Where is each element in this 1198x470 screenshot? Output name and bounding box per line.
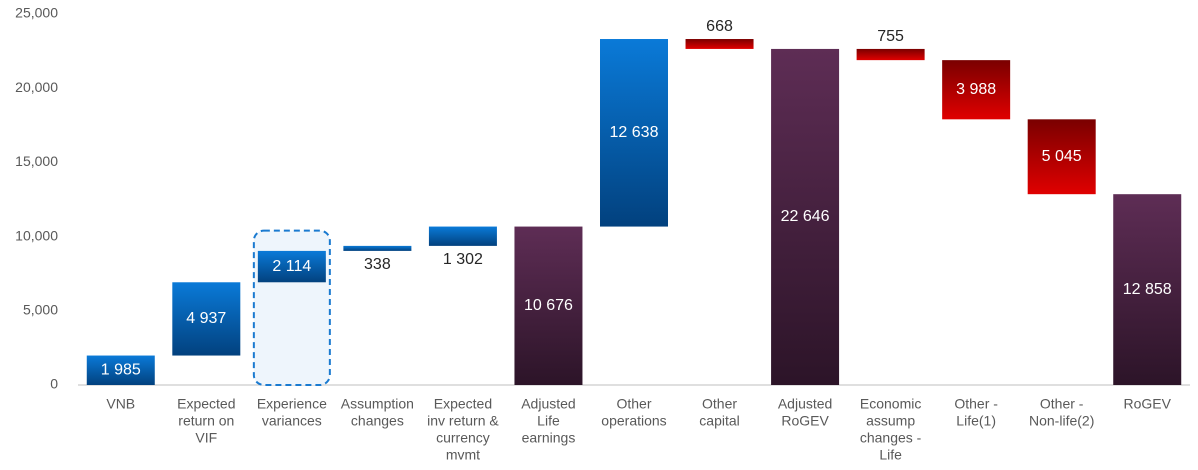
value-label: 2 114 bbox=[272, 258, 311, 275]
bar bbox=[428, 226, 497, 246]
x-tick-label: earnings bbox=[522, 430, 576, 446]
bar bbox=[1113, 194, 1182, 385]
bar bbox=[771, 48, 840, 386]
x-tick-label: mvmt bbox=[446, 447, 480, 463]
y-tick-label: 20,000 bbox=[15, 79, 58, 95]
x-tick-label: RoGEV bbox=[781, 413, 829, 429]
x-tick-label: changes bbox=[351, 413, 404, 429]
x-tick-label: variances bbox=[262, 413, 322, 429]
x-tick-label: Economic bbox=[860, 396, 921, 412]
y-tick-label: 5,000 bbox=[23, 302, 58, 318]
bar bbox=[685, 39, 754, 49]
y-tick-label: 25,000 bbox=[15, 5, 58, 21]
value-label: 22 646 bbox=[781, 208, 830, 225]
bar bbox=[514, 226, 583, 385]
x-tick-label: Life bbox=[537, 413, 560, 429]
value-label: 10 676 bbox=[524, 297, 573, 314]
value-label: 3 988 bbox=[956, 81, 996, 98]
value-label: 12 858 bbox=[1123, 281, 1172, 298]
value-label: 4 937 bbox=[186, 310, 226, 327]
bar bbox=[86, 355, 155, 385]
value-label: 668 bbox=[706, 18, 733, 35]
x-tick-label: Other bbox=[616, 396, 651, 412]
value-label: 755 bbox=[877, 28, 904, 45]
bar bbox=[942, 60, 1011, 120]
x-tick-label: return on bbox=[178, 413, 234, 429]
x-tick-label: RoGEV bbox=[1123, 396, 1171, 412]
x-tick-label: Adjusted bbox=[521, 396, 575, 412]
x-tick-label: changes - bbox=[860, 430, 922, 446]
x-tick-label: assump bbox=[866, 413, 915, 429]
bar bbox=[856, 48, 925, 61]
value-label: 12 638 bbox=[610, 124, 659, 141]
value-label: 338 bbox=[364, 256, 391, 273]
bar bbox=[1027, 119, 1096, 195]
bar bbox=[600, 39, 668, 227]
x-tick-label: operations bbox=[601, 413, 666, 429]
value-label: 1 985 bbox=[101, 361, 141, 378]
x-tick-label: Life(1) bbox=[956, 413, 996, 429]
x-tick-label: Experience bbox=[257, 396, 327, 412]
y-tick-label: 0 bbox=[50, 376, 58, 392]
y-tick-label: 15,000 bbox=[15, 153, 58, 169]
x-tick-label: Life bbox=[879, 447, 902, 463]
x-tick-label: currency bbox=[436, 430, 490, 446]
bar bbox=[343, 245, 412, 251]
value-label: 5 045 bbox=[1042, 148, 1082, 165]
value-label: 1 302 bbox=[443, 251, 483, 268]
x-tick-label: Other - bbox=[1040, 396, 1084, 412]
x-tick-label: capital bbox=[699, 413, 739, 429]
x-tick-label: Assumption bbox=[341, 396, 414, 412]
x-tick-label: VIF bbox=[195, 430, 217, 446]
x-tick-label: Other bbox=[702, 396, 737, 412]
y-tick-label: 10,000 bbox=[15, 227, 58, 243]
bar bbox=[172, 282, 241, 356]
x-tick-label: inv return & bbox=[427, 413, 499, 429]
x-tick-label: VNB bbox=[106, 396, 135, 412]
x-tick-label: Adjusted bbox=[778, 396, 832, 412]
x-tick-label: Other - bbox=[954, 396, 998, 412]
x-tick-label: Expected bbox=[434, 396, 492, 412]
x-tick-label: Non-life(2) bbox=[1029, 413, 1094, 429]
bar bbox=[257, 250, 326, 283]
x-tick-label: Expected bbox=[177, 396, 235, 412]
